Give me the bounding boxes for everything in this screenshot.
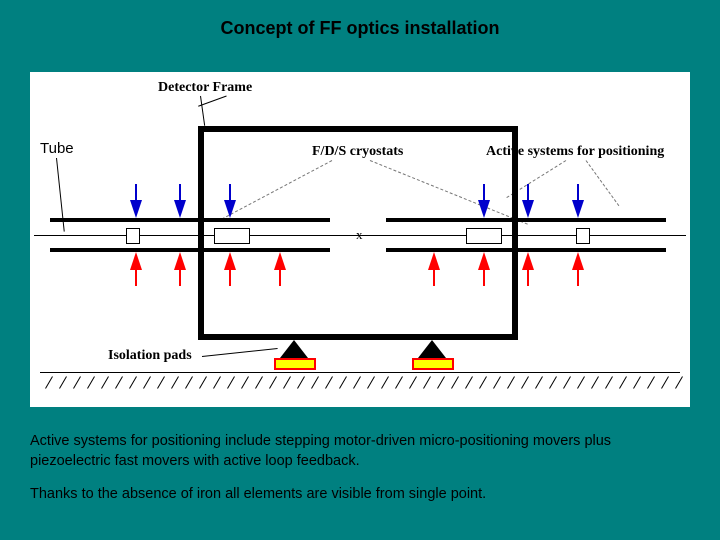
arrow-blue-l3 [224,200,236,218]
ground-stroke [535,376,543,389]
ground-stroke [479,376,487,389]
ground-stroke [311,376,319,389]
ground-stroke [115,376,123,389]
ground-stroke [437,376,445,389]
caption-p1: Active systems for positioning include s… [30,432,690,471]
ground-stroke [339,376,347,389]
ground-stroke [171,376,179,389]
ground-stroke [521,376,529,389]
page-title: Concept of FF optics installation [0,0,720,39]
caption: Active systems for positioning include s… [30,432,690,519]
ground-stroke [465,376,473,389]
ground-stroke [45,376,53,389]
ground-stroke [507,376,515,389]
ground-stroke [563,376,571,389]
ground-stroke [73,376,81,389]
ground-stroke [591,376,599,389]
caption-p2: Thanks to the absence of iron all elemen… [30,485,690,505]
ground-stroke [451,376,459,389]
label-tube: Tube [40,140,74,157]
ground-stroke [101,376,109,389]
arrow-blue-l2-stem [179,184,181,202]
lead-active-2 [586,160,620,206]
ground-stroke [381,376,389,389]
support-right [418,340,446,358]
ground-stroke [647,376,655,389]
ground-stroke [423,376,431,389]
arrow-blue-l1 [130,200,142,218]
iso-pad-left [274,358,316,370]
arrow-blue-r3 [572,200,584,218]
arrow-red-r3-stem [577,268,579,286]
gap-right-2 [576,228,590,244]
arrow-blue-r1 [478,200,490,218]
iso-pad-right [412,358,454,370]
lead-detector-left [200,96,205,126]
ground-stroke [143,376,151,389]
arrow-blue-l2 [174,200,186,218]
ground-stroke [241,376,249,389]
arrow-red-l2-stem [179,268,181,286]
ground-stroke [297,376,305,389]
ground-stroke [549,376,557,389]
support-left [280,340,308,358]
ground-stroke [199,376,207,389]
ground-stroke [493,376,501,389]
arrow-red-r1-stem [483,268,485,286]
ground-stroke [157,376,165,389]
ground-hatch [30,374,690,404]
lead-iso [202,348,278,357]
gap-left-1 [126,228,140,244]
lead-detector-right [198,96,227,107]
ground-stroke [577,376,585,389]
ground-stroke [59,376,67,389]
ground-stroke [353,376,361,389]
label-detector-frame: Detector Frame [158,80,252,96]
ground-stroke [633,376,641,389]
diagram: Detector Frame Tube F/D/S cryostats Acti… [30,72,690,407]
beam-right-top [386,218,666,222]
arrow-blue-r2 [522,200,534,218]
ground-stroke [283,376,291,389]
ground-top-line [40,372,680,373]
ground-stroke [367,376,375,389]
beam-left-bot [50,248,330,252]
label-isolation-pads: Isolation pads [108,348,192,364]
gap-right-1 [466,228,502,244]
ground-stroke [661,376,669,389]
arrow-red-r2-stem [527,268,529,286]
ground-stroke [619,376,627,389]
ground-stroke [255,376,263,389]
arrow-red-l4-stem [279,268,281,286]
ground-stroke [129,376,137,389]
beam-left-top [50,218,330,222]
ground-stroke [269,376,277,389]
ground-stroke [395,376,403,389]
gap-left-2 [214,228,250,244]
arrow-blue-l1-stem [135,184,137,202]
ground-stroke [87,376,95,389]
arrow-blue-r1-stem [483,184,485,202]
ground-stroke [325,376,333,389]
ground-stroke [605,376,613,389]
arrow-blue-r3-stem [577,184,579,202]
ground-stroke [213,376,221,389]
arrow-red-l1-stem [135,268,137,286]
ground-stroke [227,376,235,389]
ground-stroke [409,376,417,389]
arrow-blue-r2-stem [527,184,529,202]
arrow-red-r0-stem [433,268,435,286]
ground-stroke [675,376,683,389]
arrow-blue-l3-stem [229,184,231,202]
arrow-red-l3-stem [229,268,231,286]
ground-stroke [185,376,193,389]
